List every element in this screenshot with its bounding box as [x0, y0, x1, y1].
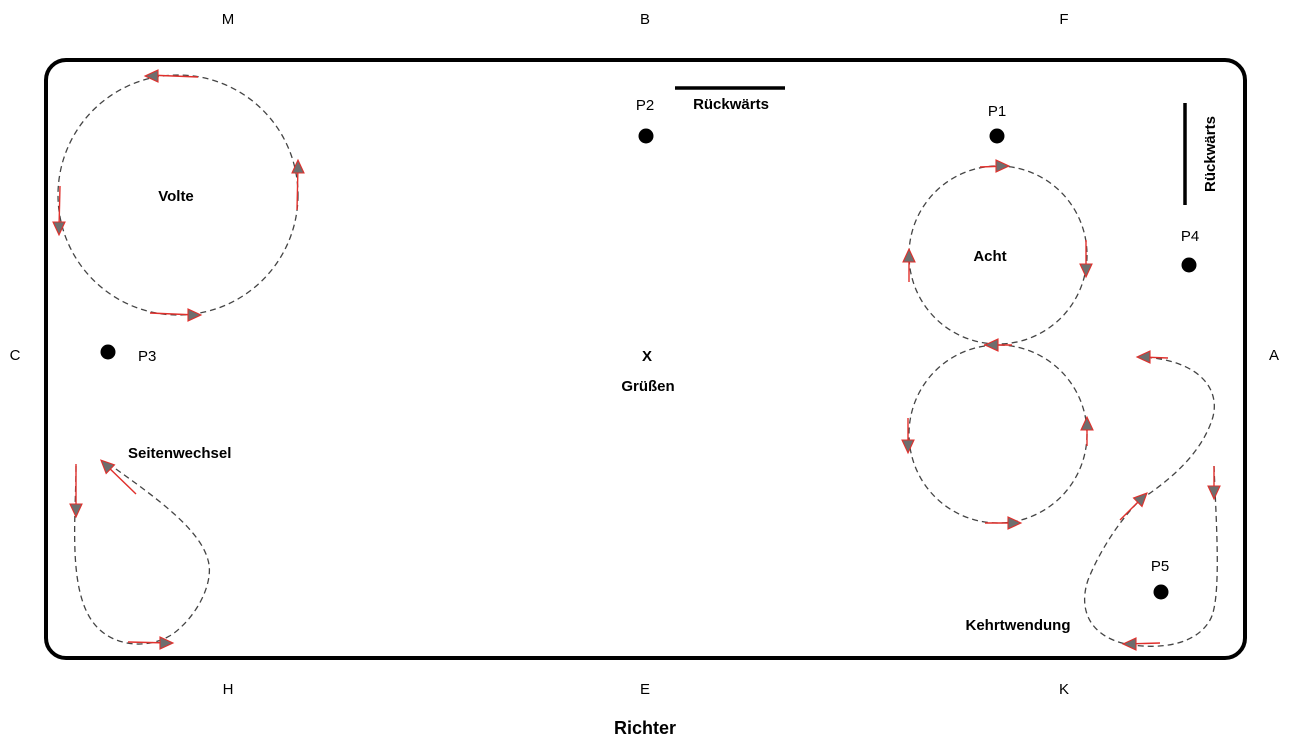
judge-label: Richter	[614, 718, 676, 738]
kehrtwendung-label: Kehrtwendung	[966, 617, 1071, 634]
center-action-label: Grüßen	[621, 378, 674, 395]
acht-arrow-lower-right	[1080, 416, 1094, 431]
kehrtwendung-arrow-right	[1207, 485, 1221, 500]
point-p4-label: P4	[1181, 228, 1199, 245]
volte-figure	[52, 69, 305, 322]
seitenwechsel-arrow-bottom	[159, 636, 174, 650]
letter-m: M	[222, 11, 235, 28]
point-p5-marker	[1153, 584, 1169, 600]
letter-c: C	[10, 347, 21, 364]
point-p1-marker	[989, 128, 1005, 144]
rueckwaerts-horizontal-label: Rückwärts	[693, 96, 769, 113]
letter-b: B	[640, 11, 650, 28]
acht-arrow-top	[995, 159, 1010, 173]
kehrtwendung-figure	[1084, 350, 1221, 651]
volte-arrow-top	[144, 69, 159, 83]
point-p3-marker	[100, 344, 116, 360]
point-p5-label: P5	[1151, 558, 1169, 575]
point-p1-label: P1	[988, 103, 1006, 120]
kehrtwendung-arrow-top	[1136, 350, 1151, 364]
seitenwechsel-path	[73, 461, 210, 645]
letter-h: H	[223, 681, 234, 698]
center-letter-x: X	[642, 348, 652, 365]
letter-f: F	[1059, 11, 1068, 28]
kehrtwendung-arrow-bottom	[1122, 637, 1137, 651]
acht-arrow-upper-right	[1079, 263, 1093, 278]
volte-label: Volte	[158, 188, 194, 205]
point-p3-label: P3	[138, 348, 156, 365]
seitenwechsel-figure	[69, 455, 210, 650]
letter-a: A	[1269, 347, 1279, 364]
rueckwaerts-vertical-label: Rückwärts	[1202, 116, 1219, 192]
acht-arrow-upper-left	[902, 248, 916, 263]
letter-e: E	[640, 681, 650, 698]
seitenwechsel-arrow-down	[69, 503, 83, 518]
point-p2-label: P2	[636, 97, 654, 114]
acht-figure	[901, 159, 1094, 530]
kehrtwendung-path	[1084, 356, 1218, 647]
point-p2-marker	[638, 128, 654, 144]
point-p4-marker	[1181, 257, 1197, 273]
acht-label: Acht	[973, 248, 1006, 265]
arena-border	[44, 58, 1247, 660]
seitenwechsel-label: Seitenwechsel	[128, 445, 231, 462]
acht-lower-circle	[908, 344, 1088, 524]
letter-k: K	[1059, 681, 1069, 698]
acht-arrow-bottom	[1007, 516, 1022, 530]
acht-arrow-lower-left	[901, 439, 915, 454]
acht-arrow-middle	[984, 338, 999, 352]
acht-upper-circle	[908, 165, 1088, 345]
volte-arrow-bottom	[187, 308, 202, 322]
